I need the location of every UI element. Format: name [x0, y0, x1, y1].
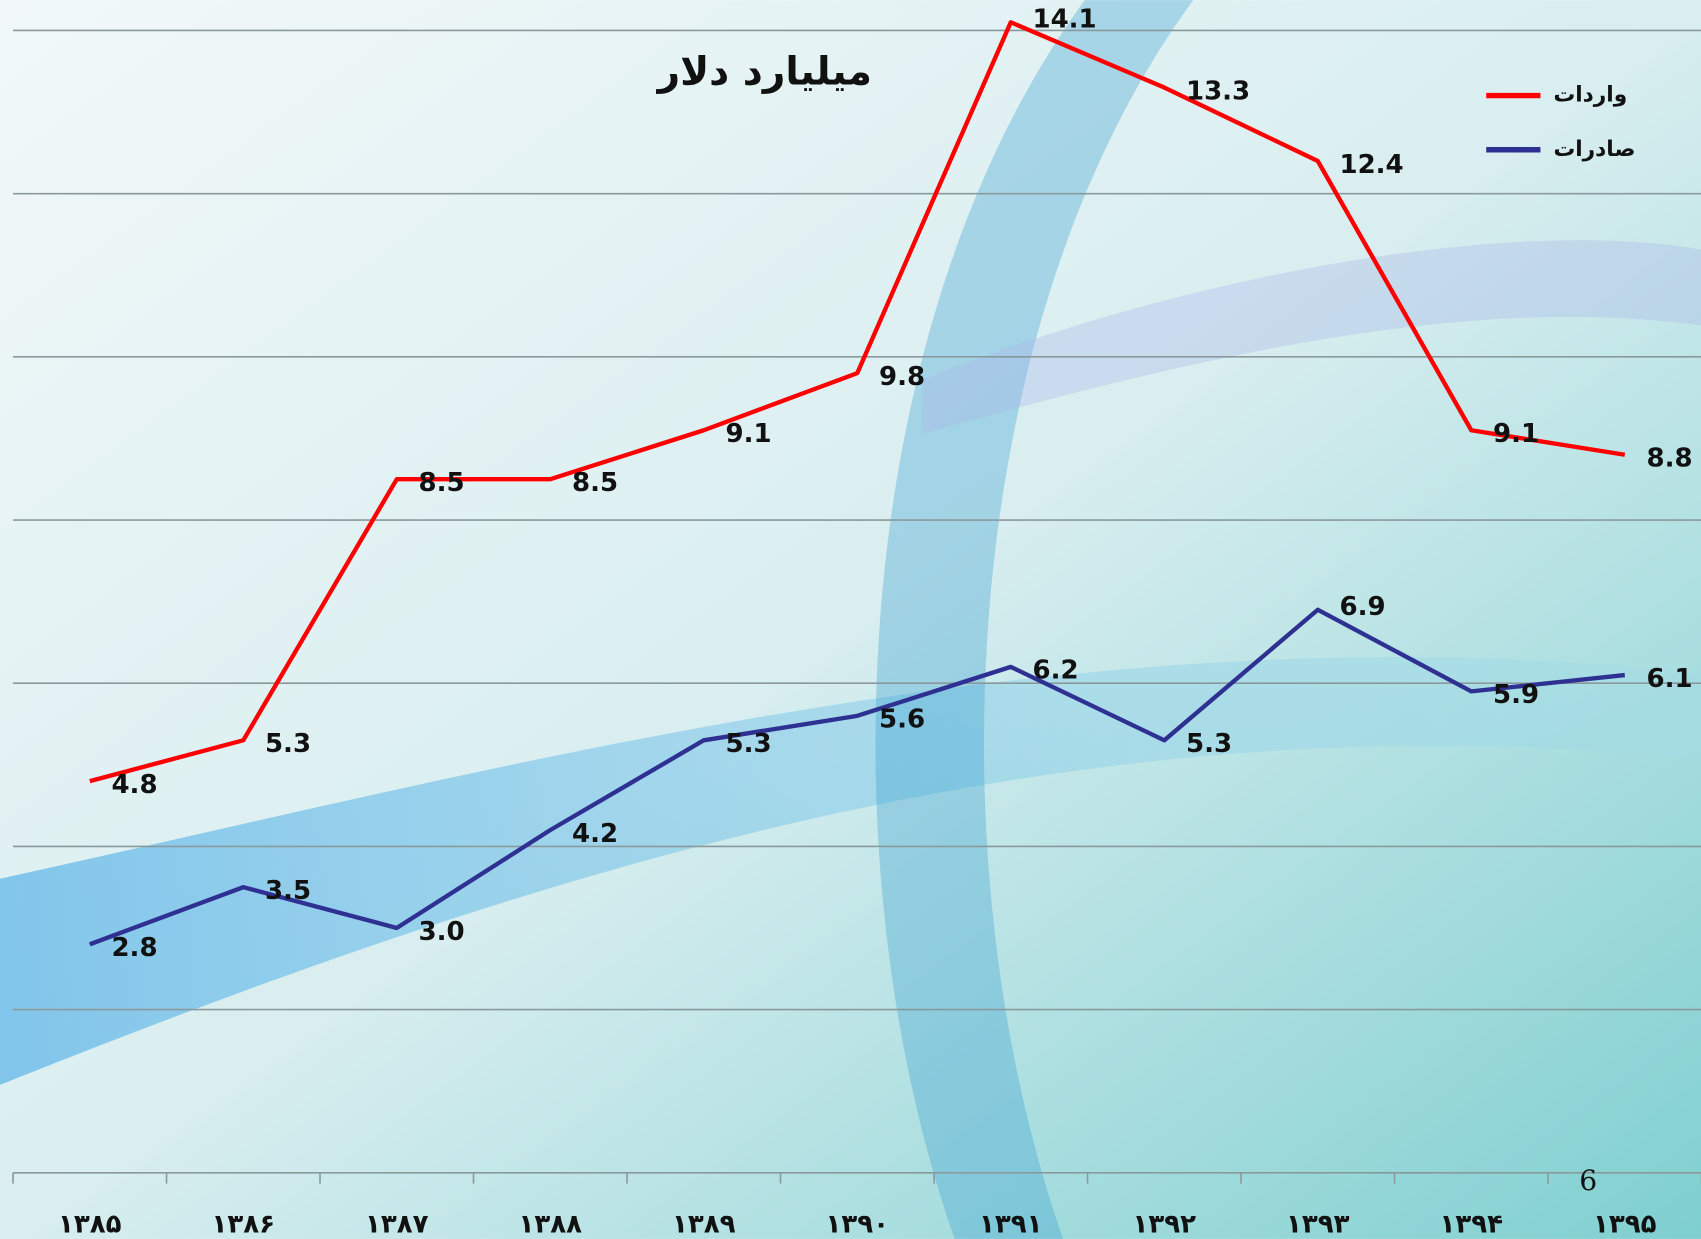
data-label: 6.9 [1339, 592, 1385, 622]
x-tick-label: ۱۳۹۰ [826, 1209, 890, 1239]
data-label: 13.3 [1186, 76, 1250, 106]
data-label: 5.6 [879, 705, 925, 735]
data-label: 8.8 [1646, 444, 1692, 474]
chart: ۱۳۸۵ ۱۳۸۶ ۱۳۸۷ ۱۳۸۸ ۱۳۸۹ ۱۳۹۰ ۱۳۹۱ ۱۳۹۲ ۱۳۹۳ ۱۳۹۴… [0, 0, 1701, 1239]
background [0, 0, 1701, 1239]
x-tick-label: ۱۳۹۳ [1286, 1209, 1350, 1239]
data-label: 8.5 [418, 468, 464, 498]
data-label: 5.3 [1186, 729, 1232, 759]
data-label: 14.1 [1032, 5, 1096, 35]
legend-label: صادرات [1553, 137, 1635, 162]
x-tick-label: ۱۳۹۲ [1133, 1209, 1197, 1239]
data-label: 12.4 [1339, 150, 1403, 180]
data-label: 9.1 [1493, 419, 1539, 449]
data-label: 5.9 [1493, 680, 1539, 710]
x-tick-label: ۱۳۹۴ [1440, 1209, 1504, 1239]
x-tick-label: ۱۳۸۵ [58, 1209, 122, 1239]
data-label: 9.8 [879, 362, 925, 392]
data-label: 5.3 [725, 729, 771, 759]
chart-subtitle: میلیارد دلار [656, 49, 872, 94]
x-tick-label: ۱۳۸۶ [212, 1209, 276, 1239]
x-tick-label: ۱۳۸۹ [672, 1209, 736, 1239]
data-label: 6.1 [1646, 664, 1692, 694]
data-label: 4.8 [111, 770, 157, 800]
legend-label: واردات [1553, 83, 1627, 108]
data-label: 2.8 [111, 933, 157, 963]
page-number: 6 [1579, 1164, 1597, 1197]
data-label: 3.0 [418, 917, 464, 947]
data-label: 6.2 [1032, 656, 1078, 686]
x-tick-label: ۱۳۸۷ [365, 1209, 429, 1239]
data-label: 8.5 [572, 468, 618, 498]
x-tick-label: ۱۳۹۱ [979, 1209, 1043, 1239]
data-label: 4.2 [572, 819, 618, 849]
x-tick-label: ۱۳۹۵ [1593, 1209, 1657, 1239]
data-label: 9.1 [725, 419, 771, 449]
data-label: 3.5 [265, 876, 311, 906]
data-label: 5.3 [265, 729, 311, 759]
x-tick-label: ۱۳۸۸ [519, 1209, 583, 1239]
